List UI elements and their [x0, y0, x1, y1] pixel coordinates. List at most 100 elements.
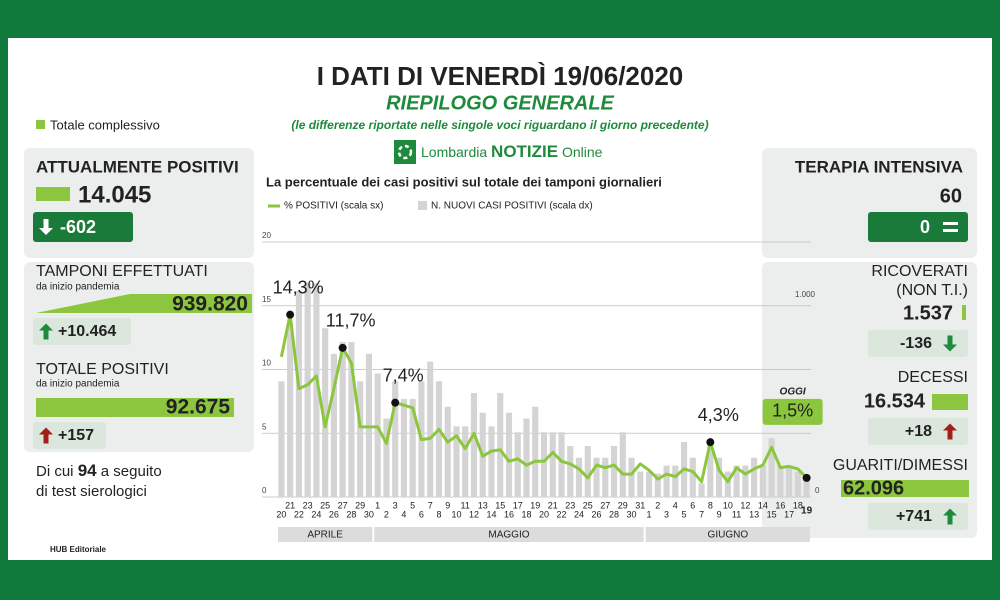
change: +741 [896, 508, 932, 525]
bar [427, 361, 434, 497]
x-tick-label: 12 [469, 509, 479, 519]
value-bar [36, 398, 234, 417]
sublabel: (NON T.I.) [896, 282, 968, 299]
bar [654, 473, 661, 497]
bar [470, 393, 478, 497]
bar [400, 398, 407, 497]
value: 14.045 [78, 181, 151, 208]
bar [689, 457, 696, 497]
bar [619, 432, 626, 497]
x-tick-label: 23 [565, 500, 575, 510]
bar [330, 353, 337, 497]
bar [742, 465, 749, 497]
bar [759, 465, 766, 497]
legend-text: N. NUOVI CASI POSITIVI (scala dx) [431, 201, 593, 212]
point-marker [802, 473, 811, 482]
month-label: APRILE [307, 530, 343, 541]
change-box [33, 212, 133, 242]
bar [287, 322, 294, 497]
x-tick-label: 13 [749, 509, 759, 519]
value-label: 7,4% [383, 365, 424, 385]
serology-note: Di cui 94 a seguito [36, 461, 162, 480]
bar [392, 381, 399, 497]
bar [383, 418, 390, 497]
label: ATTUALMENTE POSITIVI [36, 157, 239, 176]
bar [435, 381, 443, 497]
footer: HUB Editoriale [50, 545, 107, 554]
chart-title: La percentuale dei casi positivi sul tot… [266, 174, 662, 189]
x-tick-label: 24 [311, 509, 321, 519]
bar [707, 442, 714, 497]
bar [724, 471, 731, 497]
x-tick-label: 5 [682, 509, 687, 519]
x-tick-label: 29 [618, 500, 628, 510]
change: +10.464 [58, 323, 116, 340]
x-tick-label: 22 [294, 509, 304, 519]
logo-name: Lombardia [421, 144, 487, 160]
bar [357, 381, 364, 497]
bar [777, 465, 784, 497]
change-box [868, 212, 968, 242]
value: 16.534 [864, 390, 926, 412]
x-tick-label: 14 [486, 509, 496, 519]
bar [768, 438, 775, 497]
bar [322, 328, 329, 497]
change-box [33, 318, 131, 345]
bar [453, 426, 460, 497]
bar [409, 398, 416, 497]
bar [786, 465, 793, 497]
bar [497, 393, 504, 497]
bar [505, 412, 513, 497]
bar [751, 457, 758, 497]
label: RICOVERATI [871, 263, 968, 280]
month-label: GIUGNO [708, 530, 749, 541]
logo-text: Lombardia NOTIZIE Online [421, 142, 603, 161]
bar [514, 432, 521, 497]
logo-suffix: Online [562, 144, 603, 160]
x-tick-label: 28 [346, 509, 356, 519]
bar [584, 446, 591, 497]
x-tick-label: 30 [364, 509, 374, 519]
x-tick-label: 20 [276, 509, 286, 519]
change-box [33, 422, 106, 449]
x-tick-label: 8 [708, 500, 713, 510]
bar [532, 406, 539, 497]
value-bar [841, 480, 969, 497]
x-tick-label: 22 [557, 509, 567, 519]
bar [698, 483, 705, 497]
equals-sign [943, 229, 958, 232]
change: +18 [905, 423, 932, 440]
text: Di cui [36, 463, 74, 480]
line [279, 313, 808, 484]
bar [313, 283, 320, 497]
value: 62.096 [843, 477, 904, 499]
x-tick-label: 23 [303, 500, 313, 510]
month-band [278, 527, 373, 542]
x-tick-label: 20 [539, 509, 549, 519]
bar [540, 432, 548, 497]
x-tick-label: 14 [758, 500, 768, 510]
value-bar [932, 394, 968, 410]
x-tick-label: 16 [775, 500, 785, 510]
point-marker [706, 438, 715, 447]
x-tick-label: 9 [717, 509, 722, 519]
bar [663, 465, 670, 497]
x-tick-label: 15 [495, 500, 505, 510]
y-tick-label: 0 [262, 486, 267, 495]
sublabel: da inizio pandemia [36, 379, 120, 390]
month-band [374, 527, 644, 542]
bar [567, 446, 574, 497]
bar [488, 426, 495, 497]
x-tick-label: 27 [600, 500, 610, 510]
y-tick-label: 5 [262, 422, 267, 431]
bar [672, 465, 679, 497]
change: +157 [58, 427, 94, 444]
value: 60 [940, 185, 962, 207]
x-tick-label: 24 [574, 509, 584, 519]
bar [304, 283, 311, 497]
month-band [645, 527, 810, 542]
value-label: 11,7% [326, 311, 376, 331]
x-tick-label: 21 [285, 500, 295, 510]
bar [348, 342, 355, 497]
